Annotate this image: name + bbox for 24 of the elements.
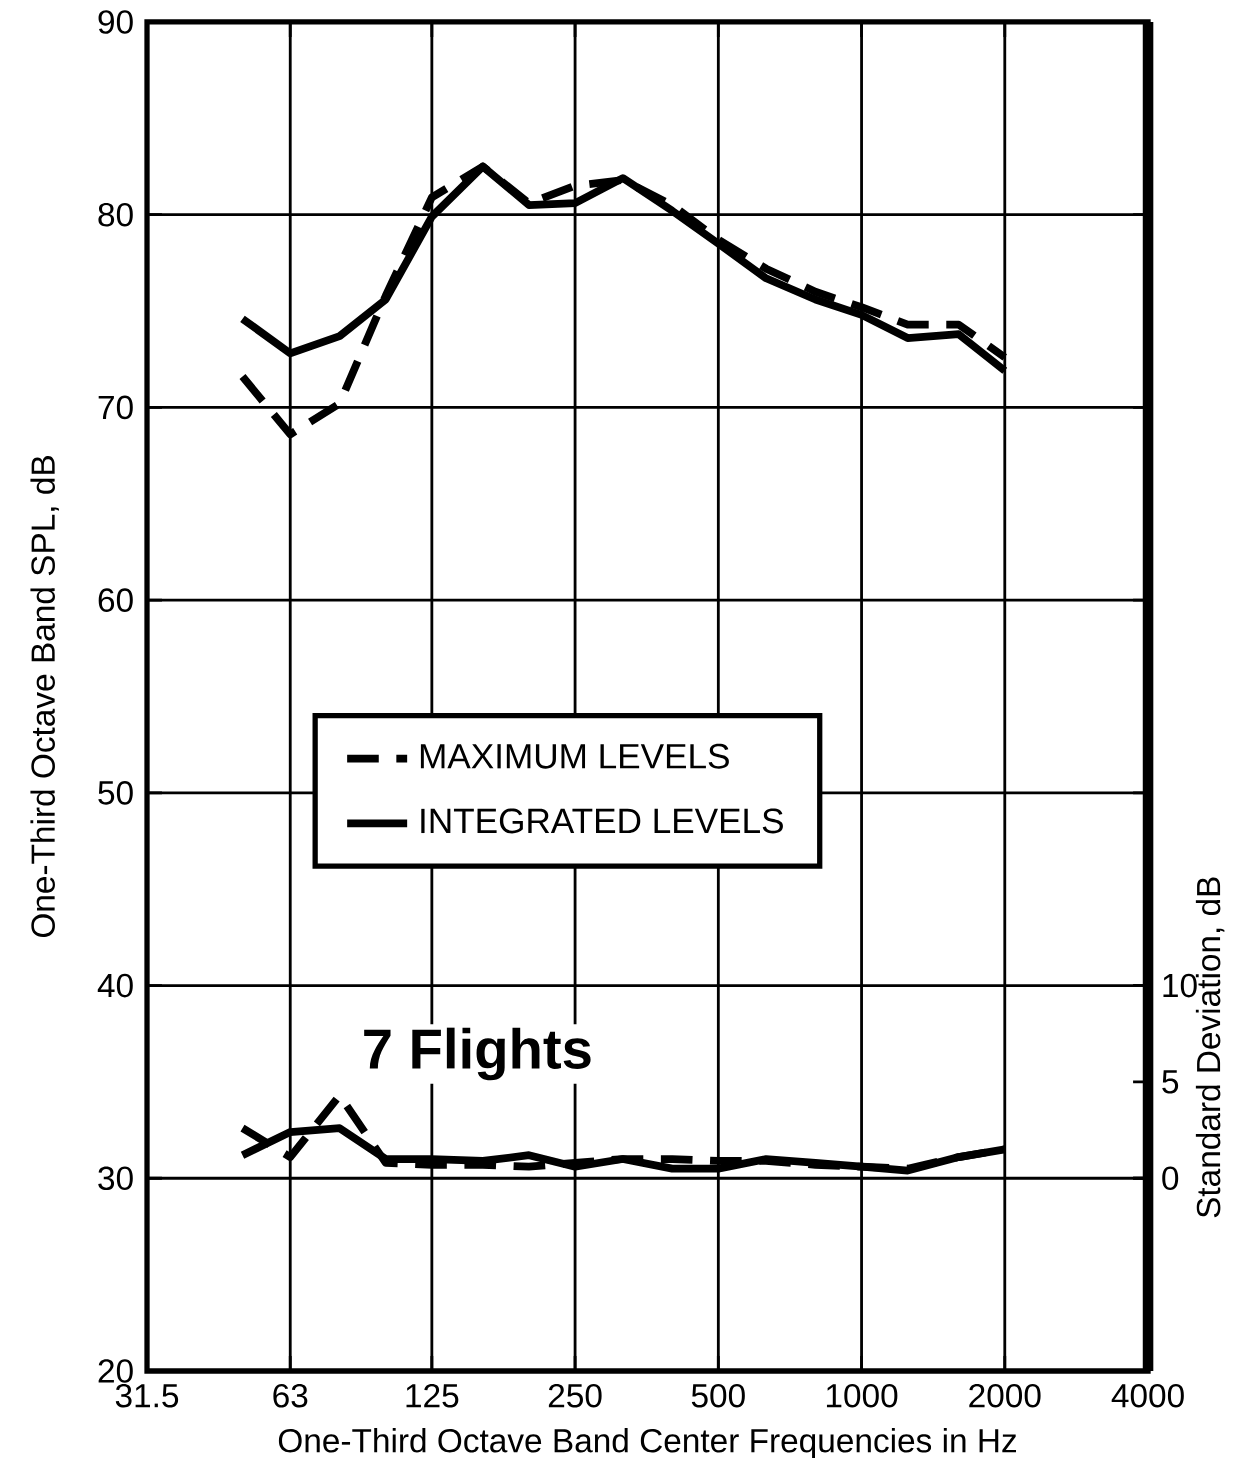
x-tick-label: 125 (406, 1383, 459, 1408)
y2-tick-label: 5 (1162, 1070, 1179, 1094)
x-tick-label: 250 (548, 1383, 602, 1408)
annotation: 7 Flights (364, 1027, 591, 1081)
y-tick-label: 40 (97, 973, 133, 998)
x-tick-label: 31.5 (115, 1383, 179, 1408)
x-tick-label: 500 (691, 1383, 745, 1408)
y2-tick-label: 0 (1162, 1166, 1179, 1191)
y-tick-label: 50 (98, 781, 133, 805)
x-tick-label: 4000 (1111, 1383, 1184, 1408)
y-tick-label: 70 (98, 395, 133, 420)
y-axis-title: One-Third Octave Band SPL, dB (30, 456, 59, 938)
y-tick-label: 20 (98, 1359, 133, 1383)
y2-axis-title: Standard Deviation, dB (1195, 877, 1225, 1218)
legend-label: INTEGRATED LEVELS (421, 808, 783, 834)
y2-tick-label: 10 (1163, 973, 1197, 998)
x-tick-label: 1000 (826, 1383, 898, 1408)
y-tick-label: 90 (98, 10, 133, 34)
legend-label: MAXIMUM LEVELS (420, 743, 729, 769)
y-tick-label: 30 (98, 1166, 133, 1191)
y-tick-label: 80 (98, 202, 133, 227)
x-tick-label: 63 (273, 1383, 308, 1408)
y-tick-label: 60 (98, 588, 133, 612)
x-tick-label: 2000 (969, 1383, 1041, 1408)
